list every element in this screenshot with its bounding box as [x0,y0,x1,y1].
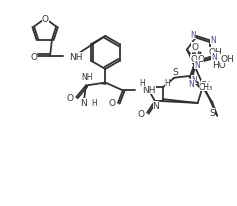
Text: CH: CH [201,81,211,87]
Text: H: H [91,99,96,108]
Text: N: N [153,102,159,111]
Text: H: H [165,79,170,88]
Text: NH: NH [81,73,93,82]
Text: O: O [30,52,37,61]
Text: OH: OH [220,55,234,63]
Text: S: S [173,68,178,77]
Text: N: N [194,61,200,70]
Text: N: N [190,31,196,40]
Text: O: O [42,15,49,24]
Text: HO: HO [212,60,226,69]
Text: 3: 3 [209,83,213,88]
Text: N: N [210,35,216,44]
Text: O: O [138,110,145,119]
Text: O: O [67,93,74,102]
Text: O: O [197,55,204,63]
Text: CH₃: CH₃ [199,83,213,92]
Text: O: O [109,99,116,108]
Text: S: S [209,109,215,118]
Text: N: N [81,98,87,107]
Text: N: N [191,75,197,84]
Text: OH: OH [208,48,222,57]
Text: NH: NH [142,85,156,94]
Text: O: O [190,55,197,63]
Text: O: O [191,43,198,52]
Text: N: N [188,80,194,89]
Text: NH: NH [69,52,83,61]
Text: N: N [211,53,217,62]
Text: H: H [139,79,145,88]
